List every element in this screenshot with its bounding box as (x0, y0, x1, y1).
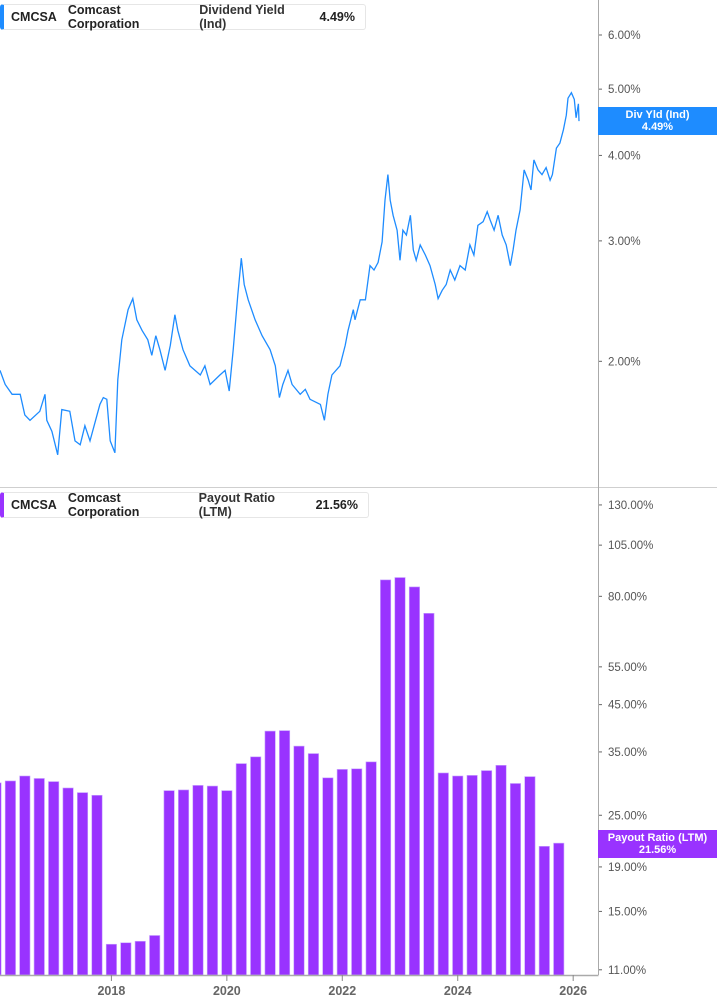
legend-metric: Payout Ratio (LTM) (198, 491, 276, 519)
bar (4, 780, 16, 976)
bar (307, 753, 319, 976)
y-tick-label: 3.00% (608, 236, 641, 248)
bar (19, 775, 31, 976)
top-y-axis: 6.00% 5.00% 4.00% 3.00% 2.00% (598, 30, 641, 368)
payout-ratio-bars (0, 577, 565, 976)
bar (0, 782, 2, 976)
bar (235, 763, 247, 976)
bar (163, 790, 175, 976)
legend-company: Comcast Corporation (67, 491, 140, 519)
tag-label: Payout Ratio (LTM) (607, 832, 708, 844)
tag-value: 4.49% (641, 121, 674, 133)
bar (466, 775, 478, 976)
y-tick-label: 35.00% (608, 747, 647, 759)
y-tick-label: 45.00% (608, 700, 647, 712)
y-tick-label: 5.00% (608, 84, 641, 96)
dividend-yield-line (0, 91, 580, 455)
bar (437, 772, 449, 976)
bar (206, 785, 218, 976)
bar (120, 942, 132, 976)
bar (264, 730, 276, 976)
bar (553, 842, 565, 976)
top-legend[interactable]: CMCSA Comcast Corporation Dividend Yield… (0, 3, 366, 31)
bar (322, 777, 334, 976)
bar (423, 613, 435, 976)
bottom-y-axis: 130.00% 105.00% 80.00% 55.00% 45.00% 35.00% 25… (598, 500, 653, 977)
y-tick-label: 105.00% (608, 540, 653, 552)
legend-metric: Dividend Yield (Ind) (199, 3, 285, 31)
bar (105, 943, 117, 976)
bar (178, 789, 190, 976)
bar (509, 783, 521, 976)
bottom-legend[interactable]: CMCSA Comcast Corporation Payout Ratio (… (0, 491, 369, 519)
bar (394, 577, 406, 976)
y-tick-label: 55.00% (608, 662, 647, 674)
x-tick-label: 2022 (328, 984, 356, 998)
bar (77, 792, 89, 976)
dividend-yield-value-tag: Div Yld (Ind) 4.49% (598, 107, 717, 135)
bar (149, 935, 161, 976)
bar (48, 781, 60, 976)
y-tick-label: 19.00% (608, 862, 647, 874)
payout-ratio-value-tag: Payout Ratio (LTM) 21.56% (598, 830, 717, 858)
y-tick-label: 80.00% (608, 591, 647, 603)
x-tick-label: 2024 (444, 984, 472, 998)
legend-ticker: CMCSA (11, 10, 57, 24)
bar (134, 940, 146, 976)
bar (293, 745, 305, 976)
bar (91, 794, 103, 976)
bar (33, 778, 45, 976)
y-tick-label: 2.00% (608, 356, 641, 368)
bar (365, 761, 377, 976)
y-tick-label: 130.00% (608, 500, 653, 512)
x-tick-label: 2026 (559, 984, 587, 998)
bar (408, 586, 420, 976)
legend-ticker: CMCSA (11, 498, 57, 512)
x-tick-label: 2020 (213, 984, 241, 998)
y-tick-label: 15.00% (608, 906, 647, 918)
bar (481, 770, 493, 976)
bar (380, 579, 392, 976)
y-tick-label: 25.00% (608, 810, 647, 822)
bar (495, 765, 507, 976)
legend-company: Comcast Corporation (67, 3, 140, 31)
y-tick-label: 11.00% (608, 965, 646, 977)
x-tick-label: 2018 (97, 984, 125, 998)
bar (351, 768, 363, 976)
tag-value: 21.56% (638, 844, 677, 856)
legend-value: 21.56% (315, 498, 358, 512)
legend-value: 4.49% (319, 10, 355, 24)
bar (250, 756, 262, 976)
tag-label: Div Yld (Ind) (625, 109, 690, 121)
bar (279, 730, 291, 976)
bar (452, 775, 464, 976)
bar (524, 776, 536, 976)
y-tick-label: 4.00% (608, 150, 641, 162)
bar (62, 787, 74, 976)
bar (538, 845, 550, 976)
x-axis: 2018 2020 2022 2024 2026 (97, 975, 587, 998)
bar (336, 769, 348, 976)
bar (221, 790, 233, 976)
y-tick-label: 6.00% (608, 30, 641, 42)
bar (192, 785, 204, 976)
